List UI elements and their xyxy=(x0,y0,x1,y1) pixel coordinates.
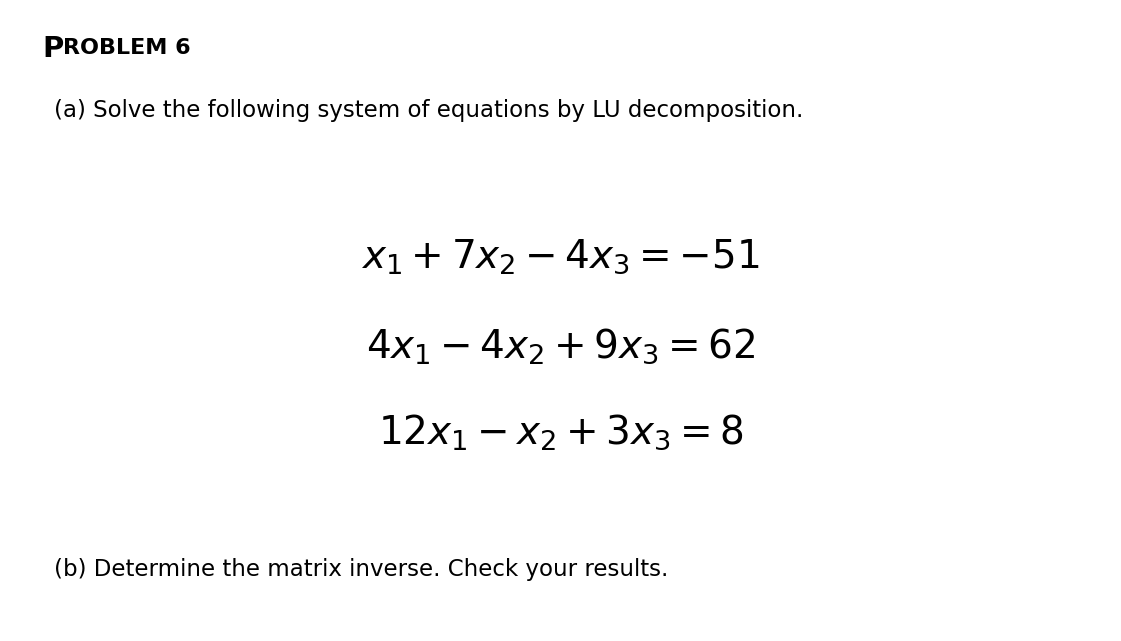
Text: (b) Determine the matrix inverse. Check your results.: (b) Determine the matrix inverse. Check … xyxy=(54,558,668,581)
Text: $12x_1 - x_2 + 3x_3 = 8$: $12x_1 - x_2 + 3x_3 = 8$ xyxy=(378,413,743,453)
Text: $x_1 + 7x_2 - 4x_3 = {-51}$: $x_1 + 7x_2 - 4x_3 = {-51}$ xyxy=(361,237,760,276)
Text: ROBLEM 6: ROBLEM 6 xyxy=(63,38,191,58)
Text: (a) Solve the following system of equations by LU decomposition.: (a) Solve the following system of equati… xyxy=(54,99,803,122)
Text: $4x_1 - 4x_2 + 9x_3 = 62$: $4x_1 - 4x_2 + 9x_3 = 62$ xyxy=(365,326,756,366)
Text: P: P xyxy=(43,35,64,63)
